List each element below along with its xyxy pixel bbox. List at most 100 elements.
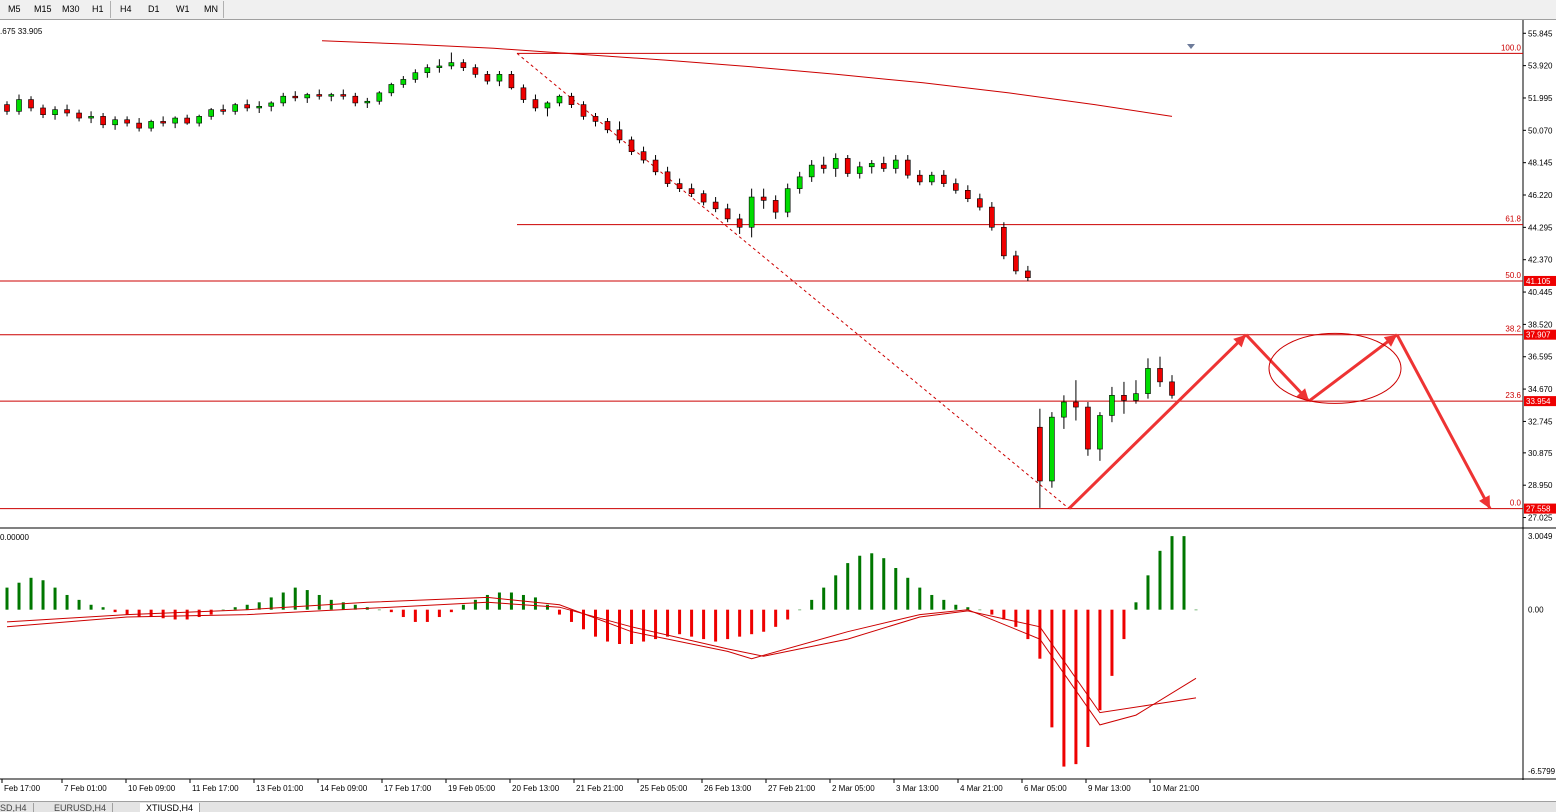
candle-body — [760, 196, 767, 201]
candle-body — [736, 218, 743, 228]
macd-histogram-bar — [594, 609, 598, 637]
macd-histogram-bar — [678, 609, 682, 635]
x-tick-label: 11 Feb 17:00 — [192, 784, 239, 793]
macd-histogram-bar — [257, 602, 261, 610]
y-tick-label: 38.520 — [1528, 320, 1553, 329]
candle-body — [568, 95, 575, 105]
x-tick-label: 19 Feb 05:00 — [448, 784, 496, 793]
macd-histogram-bar — [882, 558, 886, 610]
candle-body — [112, 119, 118, 126]
candle-body — [52, 109, 58, 115]
macd-histogram-bar — [461, 604, 465, 610]
arrow-head — [1233, 334, 1246, 348]
timeframe-button-m5[interactable]: M5 — [8, 4, 21, 14]
timeframe-button-m15[interactable]: M15 — [34, 4, 52, 14]
candle-body — [388, 84, 395, 94]
candle-body — [28, 99, 34, 109]
macd-histogram-bar — [341, 602, 345, 610]
macd-signal-line — [6, 601, 1197, 714]
candle-body — [160, 121, 166, 124]
y-tick-label: 50.070 — [1528, 126, 1553, 135]
candle-body — [953, 183, 959, 191]
timeframe-button-mn[interactable]: MN — [204, 4, 218, 14]
macd-histogram-bar — [786, 609, 790, 620]
macd-histogram-bar — [822, 587, 826, 610]
macd-histogram-bar — [437, 609, 441, 618]
candle-body — [472, 67, 479, 75]
timeframe-button-h1[interactable]: H1 — [92, 4, 104, 14]
candle-body — [1049, 416, 1055, 482]
symbol-tab[interactable]: SD,H4 — [0, 803, 34, 812]
x-tick-label: 25 Feb 05:00 — [640, 784, 688, 793]
y-tick-label: 51.995 — [1528, 94, 1553, 103]
macd-histogram-bar — [1050, 609, 1054, 728]
macd-histogram-bar — [557, 609, 561, 615]
macd-histogram-bar — [978, 609, 982, 611]
candle-body — [989, 206, 995, 228]
candle-body — [448, 62, 455, 67]
toolbar-separator — [110, 1, 111, 18]
candle-body — [1097, 415, 1103, 450]
x-tick-label: 21 Feb 21:00 — [576, 784, 624, 793]
macd-histogram-bar — [17, 582, 21, 610]
timeframe-button-d1[interactable]: D1 — [148, 4, 160, 14]
x-tick-label: 27 Feb 21:00 — [768, 784, 816, 793]
candle-body — [4, 104, 10, 112]
projection-arrow — [1395, 333, 1492, 510]
y-tick-label: 48.145 — [1528, 159, 1553, 168]
candle-body — [316, 94, 323, 97]
candle-body — [592, 116, 599, 122]
price-label-box — [1524, 329, 1556, 340]
candle-body — [1025, 270, 1031, 278]
symbol-tab[interactable]: XTIUSD,H4 — [140, 803, 201, 812]
candle-body — [532, 99, 539, 109]
pattern-ellipse — [1268, 332, 1402, 404]
macd-histogram-bar — [1086, 609, 1090, 747]
macd-histogram-bar — [1014, 609, 1018, 627]
macd-histogram-bar — [762, 609, 766, 632]
fib-level-label: 50.0 — [1505, 271, 1521, 280]
macd-histogram-bar — [1074, 609, 1078, 765]
y-tick-label: 46.220 — [1528, 191, 1553, 200]
timeframe-button-w1[interactable]: W1 — [176, 4, 190, 14]
candle-body — [604, 121, 611, 131]
x-tick-label: 10 Mar 21:00 — [1152, 784, 1200, 793]
macd-histogram-bar — [738, 609, 742, 637]
macd-histogram-bar — [990, 609, 994, 615]
macd-histogram-bar — [425, 609, 429, 622]
candle-body — [208, 109, 214, 117]
candle-body — [688, 188, 695, 194]
price-label-text: 27.558 — [1526, 505, 1551, 514]
macd-histogram-bar — [606, 609, 610, 642]
x-tick-label: 4 Mar 21:00 — [960, 784, 1003, 793]
macd-histogram-bar — [774, 609, 778, 627]
candle-body — [652, 159, 659, 173]
macd-histogram-bar — [233, 607, 237, 610]
macd-histogram-bar — [966, 607, 970, 610]
arrow-head — [1383, 334, 1397, 347]
candle-body — [676, 183, 683, 189]
macd-histogram-bar — [714, 609, 718, 642]
macd-histogram-bar — [798, 609, 802, 611]
candle-body — [544, 102, 551, 109]
macd-histogram-bar — [1062, 609, 1066, 767]
arrow-head — [1479, 495, 1490, 509]
candle-body — [424, 67, 431, 73]
timeframe-button-m30[interactable]: M30 — [62, 4, 80, 14]
timeframe-button-h4[interactable]: H4 — [120, 4, 132, 14]
macd-histogram-bar — [894, 567, 898, 610]
y-tick-label: 44.295 — [1528, 223, 1553, 232]
fib-level-label: 0.0 — [1510, 499, 1522, 508]
candle-body — [856, 166, 863, 174]
price-label-box — [1524, 396, 1556, 407]
candle-body — [1073, 401, 1079, 408]
macd-histogram-bar — [473, 599, 477, 610]
symbol-tab[interactable]: EURUSD,H4 — [48, 803, 114, 812]
candle-body — [580, 104, 587, 117]
candle-body — [520, 87, 527, 100]
candle-body — [784, 188, 791, 213]
y-tick-label: 30.875 — [1528, 449, 1553, 458]
macd-histogram-bar — [750, 609, 754, 635]
candle-body — [1109, 394, 1115, 416]
macd-histogram-bar — [185, 609, 189, 620]
